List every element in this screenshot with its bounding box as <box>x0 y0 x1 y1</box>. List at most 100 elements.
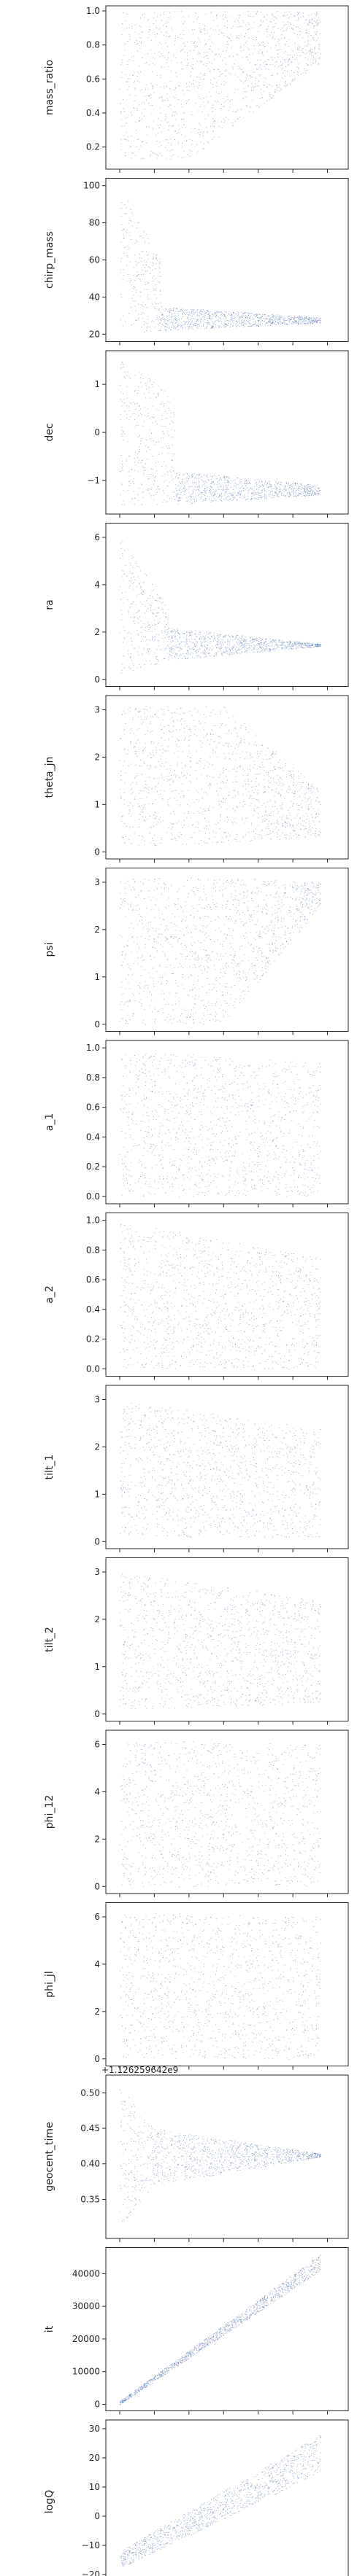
data-point <box>239 316 240 318</box>
data-point <box>226 50 227 52</box>
data-point <box>178 650 180 652</box>
data-point <box>261 314 263 315</box>
data-point <box>185 642 187 643</box>
data-point <box>288 484 289 486</box>
data-point <box>229 481 230 483</box>
data-point <box>223 476 225 478</box>
data-point <box>272 85 273 87</box>
data-point <box>300 483 302 485</box>
data-point <box>239 478 241 480</box>
data-point <box>175 319 177 320</box>
data-point <box>320 317 321 319</box>
data-point <box>247 495 249 497</box>
data-point <box>177 141 179 143</box>
data-point <box>126 254 128 256</box>
data-point <box>139 236 141 237</box>
data-point <box>175 308 177 310</box>
data-point <box>309 20 310 22</box>
data-point <box>195 45 196 47</box>
data-point <box>223 325 225 327</box>
data-point <box>122 436 123 437</box>
data-point <box>121 434 123 435</box>
data-point <box>177 485 178 486</box>
data-point <box>309 645 310 646</box>
data-point <box>147 649 149 650</box>
data-point <box>196 474 197 475</box>
data-point <box>221 314 222 315</box>
data-point <box>172 648 173 650</box>
data-point <box>278 319 280 320</box>
data-point <box>259 645 261 647</box>
data-point <box>220 323 222 324</box>
data-point <box>175 635 176 637</box>
data-point <box>310 322 311 324</box>
data-point <box>269 324 271 326</box>
data-point <box>296 490 298 491</box>
data-point <box>223 487 224 489</box>
data-point <box>213 641 214 642</box>
data-point <box>264 77 265 79</box>
data-point <box>152 277 153 279</box>
data-point <box>161 155 162 156</box>
data-point <box>204 493 206 494</box>
data-point <box>319 645 320 647</box>
data-point <box>139 296 141 297</box>
data-point <box>281 495 283 497</box>
data-point <box>196 655 198 656</box>
data-point <box>121 460 123 462</box>
data-point <box>191 144 192 145</box>
data-point <box>275 492 277 494</box>
data-point <box>148 19 150 20</box>
data-point <box>259 640 261 642</box>
data-point <box>205 490 207 491</box>
data-point <box>188 327 189 329</box>
data-point <box>158 634 159 635</box>
data-point <box>169 644 171 645</box>
data-point <box>210 38 211 39</box>
data-point <box>226 47 228 49</box>
data-point <box>204 44 205 46</box>
data-point <box>239 480 241 482</box>
data-point <box>199 77 201 78</box>
data-point <box>212 29 214 31</box>
data-point <box>136 240 137 241</box>
data-point <box>148 266 150 268</box>
data-point <box>153 499 155 501</box>
data-point <box>148 624 150 626</box>
data-point <box>128 653 129 655</box>
data-point <box>259 314 261 315</box>
data-point <box>316 643 318 645</box>
data-point <box>206 482 207 483</box>
data-point <box>306 487 307 489</box>
data-point <box>246 320 247 322</box>
data-point <box>234 646 236 647</box>
data-point <box>278 39 280 41</box>
data-point <box>275 23 277 24</box>
data-point <box>121 504 123 505</box>
data-point <box>266 318 268 319</box>
data-point <box>180 491 182 493</box>
data-point <box>189 653 191 655</box>
data-point <box>261 320 263 322</box>
data-point <box>261 495 262 497</box>
data-point <box>280 494 282 495</box>
data-point <box>228 478 229 479</box>
data-point <box>186 641 188 642</box>
data-point <box>247 312 249 314</box>
data-point <box>193 309 194 311</box>
data-point <box>205 492 207 494</box>
data-point <box>297 495 299 497</box>
data-point <box>302 642 303 644</box>
data-point <box>285 647 287 649</box>
data-point <box>240 491 242 493</box>
data-point <box>293 32 295 34</box>
data-point <box>184 322 185 324</box>
y-tick-label: 0.8 <box>86 40 100 50</box>
data-point <box>178 489 180 491</box>
data-point <box>169 650 171 652</box>
data-point <box>291 647 292 649</box>
data-point <box>170 655 172 657</box>
data-point <box>174 630 176 631</box>
data-point <box>138 386 139 387</box>
data-point <box>291 317 292 318</box>
